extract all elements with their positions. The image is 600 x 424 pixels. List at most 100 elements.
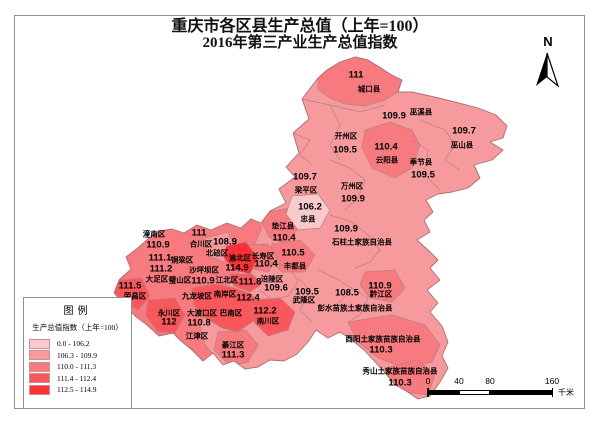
district-boundary-lines (257, 98, 461, 323)
district-qianjiang (359, 269, 406, 303)
legend-class-row: 111.4 - 112.4 (29, 373, 131, 385)
district-name-label: 奉节县 (409, 157, 433, 167)
district-banan-nanan-jiulongpo (191, 283, 259, 333)
district-value-label: 110.5 (281, 247, 305, 259)
scale-tick-label: 80 (485, 376, 495, 386)
district-zhongxian (285, 193, 331, 231)
district-value-label: 110.4 (374, 141, 398, 153)
legend-class-row: 112.5 - 114.9 (29, 384, 131, 396)
district-value-label: 110.3 (388, 377, 412, 389)
scale-bar-segment (459, 390, 490, 395)
north-arrow-label: N (543, 34, 553, 49)
district-name-label: 渝北区 (228, 253, 252, 263)
district-value-label: 109.5 (295, 286, 319, 298)
scale-unit-label: 千米 (558, 388, 574, 397)
district-value-label: 109.5 (333, 144, 357, 156)
legend-swatch (29, 373, 50, 384)
north-arrow: N (528, 34, 568, 94)
district-name-label: 长寿区 (251, 251, 275, 261)
map-title: 重庆市各区县生产总值（上年=100） 2016年第三产业生产总值指数 (0, 18, 600, 51)
district-name-label: 梁平区 (294, 185, 318, 195)
district-value-label: 109.9 (341, 193, 365, 205)
district-name-label: 永川区 (157, 308, 181, 318)
legend-swatch (29, 384, 50, 395)
district-value-label: 109.7 (452, 125, 476, 137)
district-value-label: 111.2 (149, 263, 173, 275)
legend-range-label: 111.4 - 112.4 (57, 373, 97, 383)
district-value-label: 109.7 (293, 171, 317, 183)
district-name-label: 开州区 (334, 131, 358, 141)
district-name-label: 垫江县 (271, 221, 295, 231)
district-name-label: 丰都县 (283, 261, 307, 271)
legend-swatch (29, 350, 50, 361)
district-name-label: 涪陵区 (260, 274, 284, 284)
scale-tick-label: 160 (544, 376, 560, 386)
legend-class-row: 110.0 - 111.3 (29, 361, 131, 373)
legend-box: 图例 生产总值指数（上年=100） 0.0 - 106.2 106.3 - 109… (23, 297, 132, 409)
district-youyang (347, 314, 441, 369)
district-name-label: 九龙坡区 (182, 291, 212, 301)
district-value-label: 106.2 (298, 201, 322, 213)
district-value-label: 112.4 (236, 292, 260, 304)
district-value-label: 110.9 (146, 239, 170, 251)
map-neatline (14, 15, 585, 409)
district-name-label: 黔江区 (369, 289, 393, 299)
district-value-label: 111 (348, 69, 364, 81)
district-value-label: 112 (161, 316, 177, 328)
legend-range-label: 110.0 - 111.3 (57, 362, 97, 372)
scale-bar-endcap (427, 388, 429, 397)
scale-bar-segment (428, 390, 459, 395)
map-title-line1: 重庆市各区县生产总值（上年=100） (171, 18, 429, 35)
district-value-label: 110.4 (254, 258, 278, 270)
legend-range-label: 112.5 - 114.9 (57, 385, 97, 395)
district-name-label: 武隆区 (292, 295, 316, 305)
district-qijiang (213, 329, 259, 367)
district-name-label: 忠县 (300, 214, 316, 224)
district-value-label: 111.8 (238, 276, 262, 288)
district-name-label: 巫溪县 (409, 107, 433, 117)
district-name-label: 大渡口区 (187, 308, 217, 318)
legend-range-label: 0.0 - 106.2 (57, 339, 90, 349)
district-value-label: 108.5 (335, 287, 359, 299)
scale-bar-endcap (551, 388, 553, 397)
district-value-label: 110.3 (369, 344, 393, 356)
district-value-label: 108.9 (213, 236, 237, 248)
district-name-label: 城口县 (357, 84, 381, 94)
district-name-label: 荣昌区 (123, 291, 147, 301)
scale-bar-segment (490, 390, 552, 395)
map-title-line2: 2016年第三产业生产总值指数 (202, 35, 398, 51)
district-name-label: 巫山县 (450, 140, 474, 150)
district-name-label: 酉阳土家族苗族自治县 (345, 334, 421, 344)
legend-class-row: 0.0 - 106.2 (29, 338, 131, 350)
district-value-label: 109.6 (264, 282, 288, 294)
district-name-label: 彭水苗族土家族自治县 (317, 303, 393, 313)
district-name-label: 秀山土家族苗族自治县 (362, 366, 438, 376)
district-rongchang (114, 277, 151, 311)
legend-range-label: 106.3 - 109.9 (57, 350, 97, 360)
district-value-label: 114.9 (225, 262, 249, 274)
chongqing-outline (113, 56, 508, 400)
district-value-label: 109.5 (411, 169, 435, 181)
district-name-label: 沙坪坝区 (189, 265, 219, 275)
scale-tick-label: 40 (454, 376, 464, 386)
district-value-label: 111.1 (148, 252, 172, 264)
district-value-label: 110.9 (191, 275, 215, 287)
legend-classes: 0.0 - 106.2 106.3 - 109.9 110.0 - 111.3 111… (29, 338, 131, 396)
north-arrow-icon (536, 52, 560, 88)
district-name-label: 铜梁区 (170, 255, 194, 265)
district-name-label: 合川区 (189, 239, 213, 249)
district-name-label: 江津区 (185, 331, 209, 341)
district-name-label: 大足区 (145, 274, 169, 284)
district-value-label: 111.5 (118, 280, 142, 292)
legend-class-row: 106.3 - 109.9 (29, 350, 131, 362)
district-name-label: 潼南区 (142, 229, 166, 239)
legend-title: 图例 (63, 306, 92, 317)
district-name-label: 云阳县 (375, 155, 399, 165)
district-name-label: 綦江区 (221, 340, 245, 350)
district-value-label: 112.2 (253, 305, 277, 317)
district-value-label: 110.9 (368, 280, 392, 292)
legend-swatch (29, 338, 50, 349)
district-yongchuan (145, 297, 186, 334)
district-name-label: 璧山区 (168, 275, 192, 285)
